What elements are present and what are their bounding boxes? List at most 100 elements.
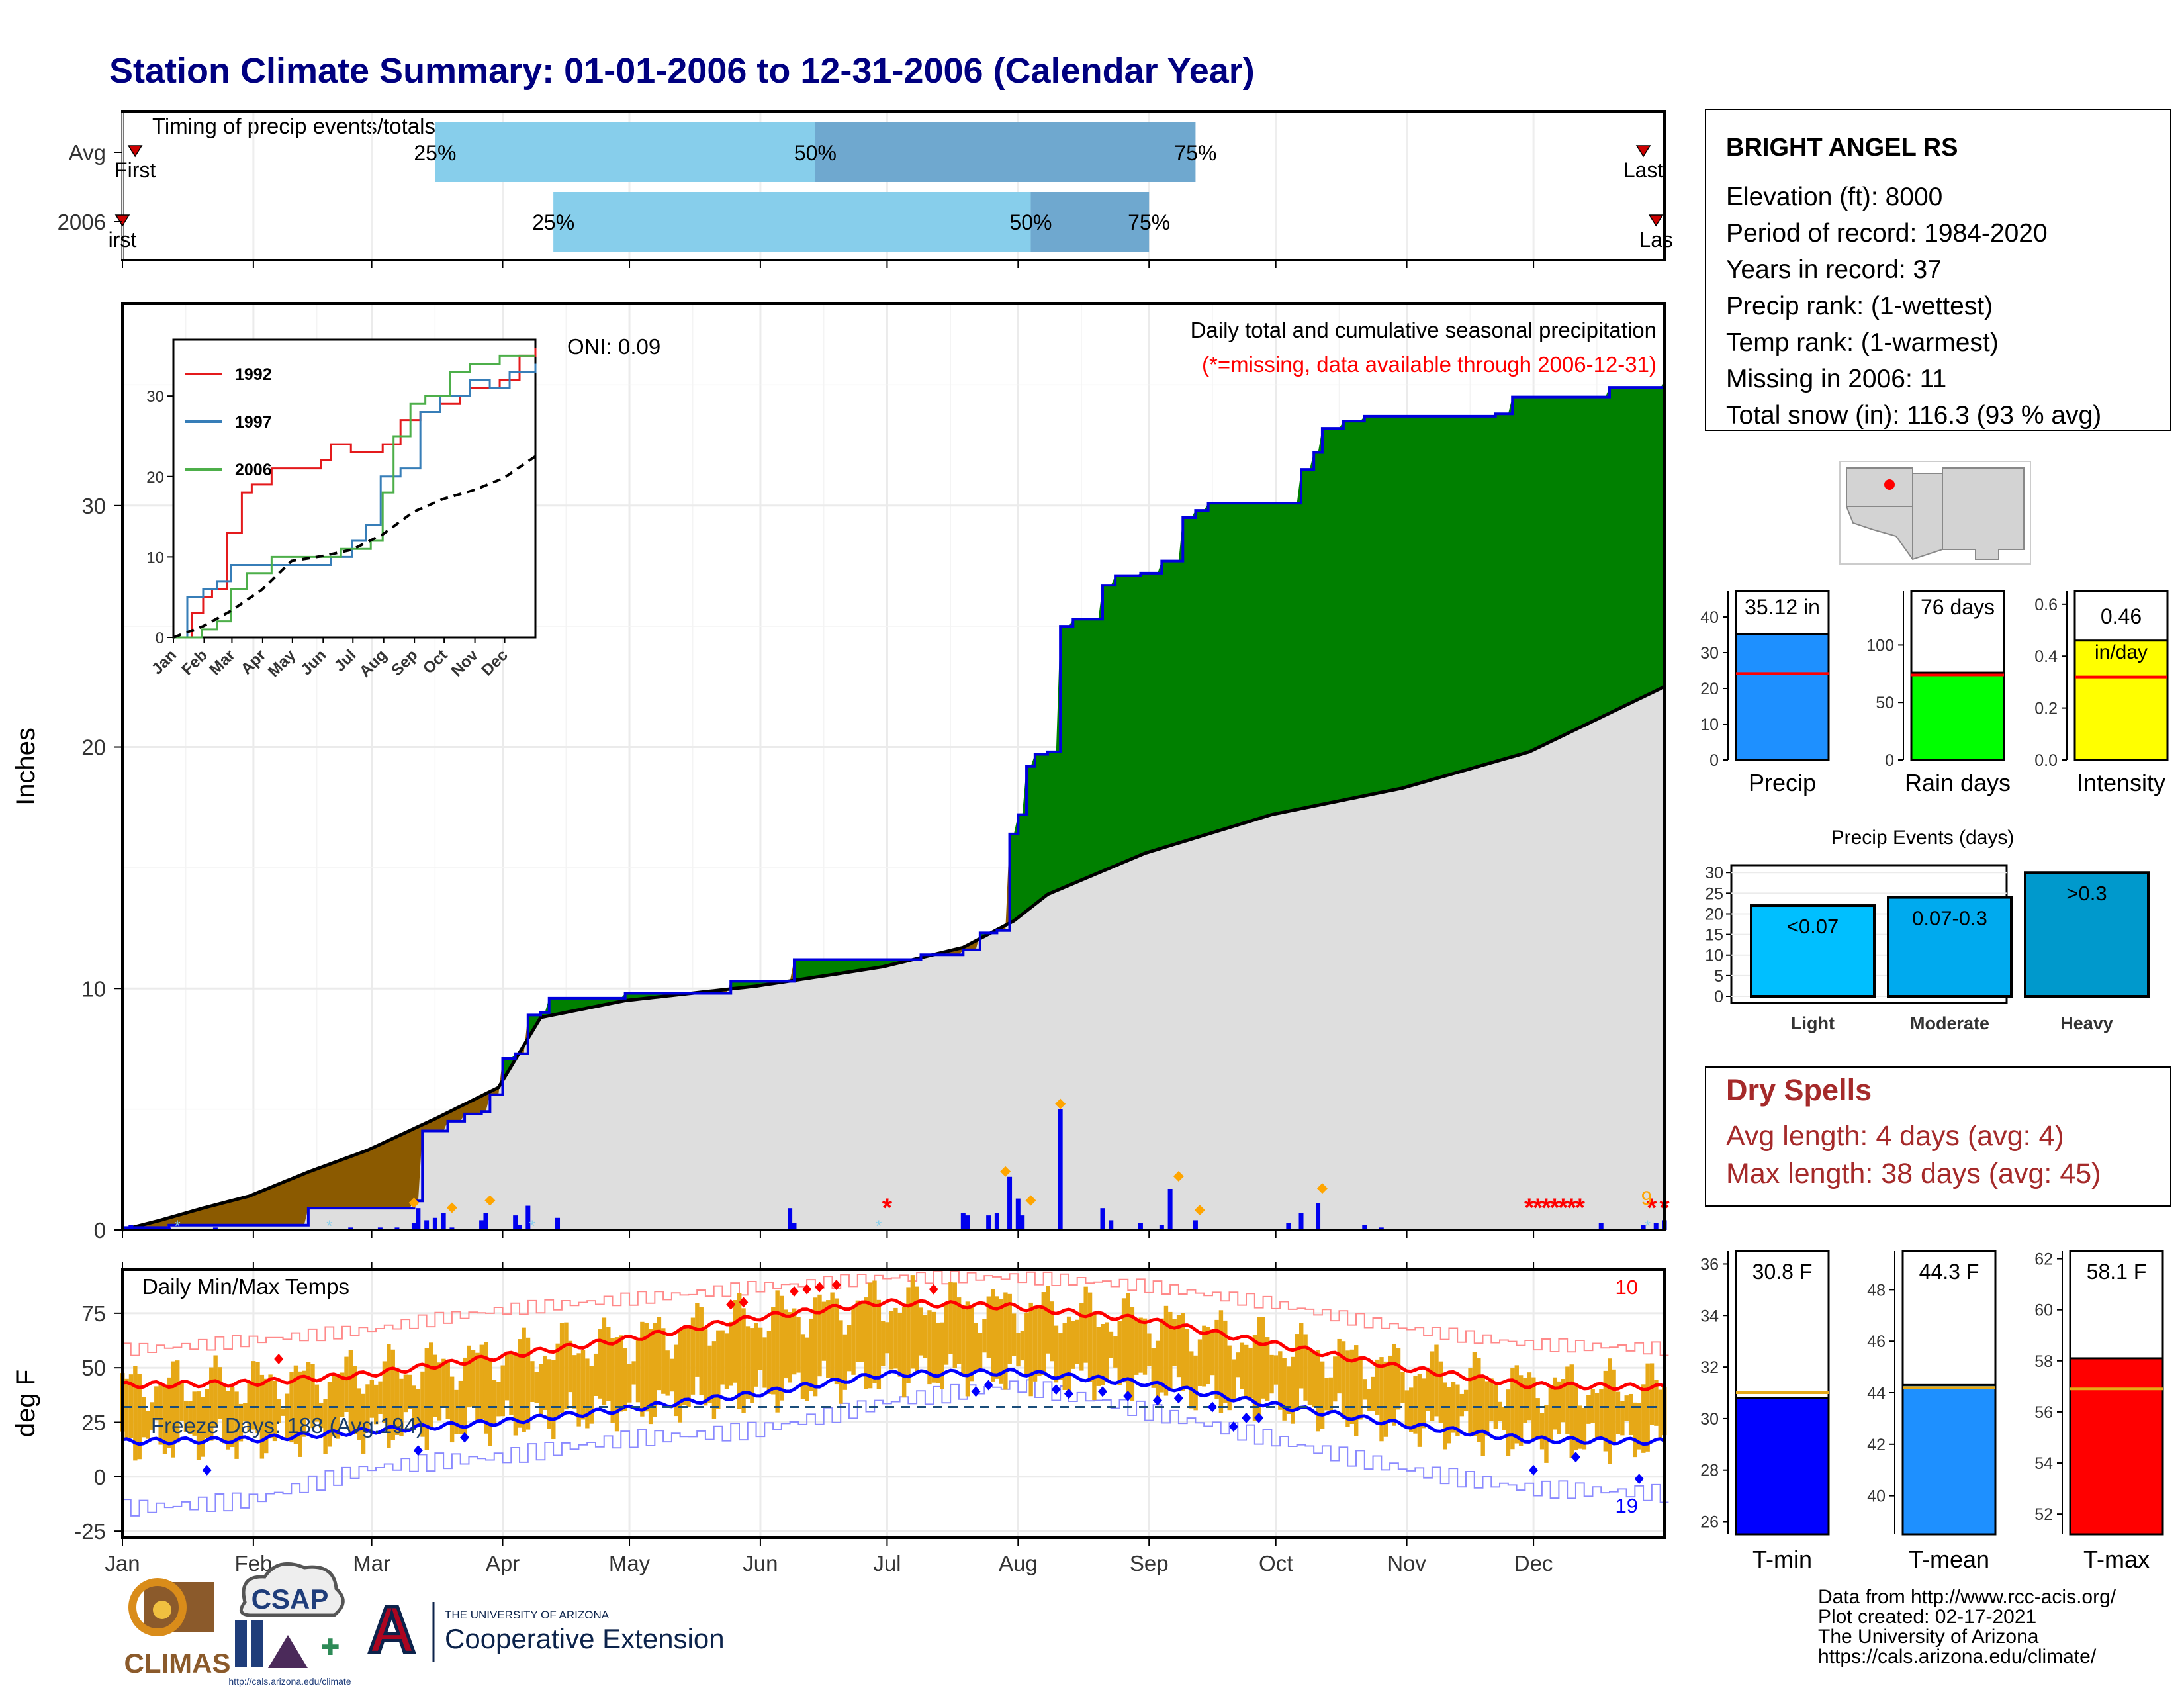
daily-precip-bar [432,1217,437,1230]
daily-temp-bar [518,1339,522,1428]
daily-temp-bar [927,1310,932,1385]
daily-temp-bar [792,1308,797,1375]
daily-temp-bar [614,1337,619,1432]
daily-temp-bar [564,1322,569,1410]
daily-temp-bar [449,1376,455,1443]
daily-temp-bar [1054,1325,1059,1383]
station-line-precip-rank: Precip rank: (1-wettest) [1726,292,1993,320]
daily-temp-bar [1155,1340,1160,1405]
daily-temp-bar [403,1374,408,1413]
tmean-y-tick-label: 32 [1700,1358,1719,1377]
snow-day-marker: * [529,1217,535,1235]
daily-temp-bar [940,1322,944,1389]
missing-day-marker: * [1524,1194,1535,1223]
timing-pct-label: 75% [1174,141,1216,165]
record-min-marker [1254,1412,1264,1423]
daily-temp-bar [1206,1327,1210,1385]
daily-temp-bar [1227,1345,1232,1411]
precip-y-tick-label: 20 [81,735,106,760]
daily-temp-bar [1434,1344,1439,1417]
temp-y-tick-label: 0 [94,1465,106,1489]
daily-temp-bar [1404,1390,1410,1429]
precip-frame [121,302,1666,1231]
daily-temp-bar [568,1340,573,1393]
daily-temp-bar [509,1354,514,1415]
daily-temp-bar [970,1305,974,1382]
daily-temp-bar [758,1327,763,1370]
tmean-bar-t-min [1735,1397,1830,1536]
total-bar-precip [1735,633,1830,761]
daily-temp-bar [1312,1351,1316,1407]
daily-temp-bar [226,1391,230,1450]
daily-temp-bar [657,1317,662,1391]
total-y-tick-label: 0 [1709,751,1719,770]
daily-temp-bar [1240,1342,1245,1389]
record-max-marker [789,1286,799,1297]
climas-logo[interactable]: CLIMAS [124,1578,231,1679]
daily-temp-bar [1367,1389,1371,1411]
daily-precip-bar [960,1213,966,1230]
events-y-tick-label: 15 [1705,926,1723,945]
daily-temp-bar [1362,1379,1367,1400]
temp-frame [121,1268,1666,1539]
daily-precip-bar [1286,1223,1291,1230]
daily-temp-bar [217,1367,222,1419]
daily-temp-bar [1396,1348,1401,1410]
daily-temp-bar [1472,1352,1477,1436]
daily-temp-bar [272,1380,277,1442]
record-min-marker [1173,1393,1183,1404]
daily-temp-bar [1506,1389,1511,1456]
daily-temp-bar [559,1323,565,1414]
daily-temp-bar [1324,1378,1329,1411]
daily-temp-bar [1075,1319,1080,1364]
ua-cooperative-extension-logo[interactable]: A THE UNIVERSITY OF ARIZONA Cooperative … [366,1591,725,1669]
daily-temp-bar [353,1366,357,1434]
daily-temp-bar [340,1372,345,1418]
daily-temp-bar [1096,1327,1101,1386]
events-y-tick-label: 20 [1705,905,1723,923]
daily-temp-bar [846,1325,852,1372]
tmean-y-tick-label: 56 [2034,1403,2053,1422]
average-cumulative-line [122,685,1666,1232]
record-min-marker [460,1432,470,1443]
daily-temp-bar [674,1344,678,1417]
ua-a-logo: A [368,1593,416,1667]
footer-credits: Data from http://www.rcc-acis.org/ Plot … [1818,1586,2116,1667]
month-axis: Jan Feb Mar Apr May Jun Jul Aug Sep Oct Nov Dec [105,1262,1553,1575]
daily-temp-bar [919,1307,923,1356]
tmean-bar-t-max [2069,1357,2164,1536]
daily-temp-bar [492,1380,497,1424]
daily-temp-bar [1320,1361,1325,1429]
last-event-label: Las [1639,228,1673,252]
month-label: Dec [1514,1551,1553,1575]
csap-plant-icon: ✚ [321,1635,340,1660]
precip-y-axis: 0 10 20 30 [81,260,1535,1243]
missing-day-marker: * [882,1194,893,1223]
total-y-tick-label: 20 [1700,680,1719,698]
daily-temp-bar [179,1380,184,1421]
daily-temp-bar [348,1350,353,1434]
daily-temp-bar [1265,1337,1270,1401]
daily-temp-bar [306,1362,311,1420]
daily-temp-bar [441,1358,446,1407]
temp-y-tick-label: 25 [81,1410,106,1434]
events-category-label: Moderate [1910,1013,1989,1033]
record-min-marker [983,1380,993,1391]
tmean-y-tick-label: 30 [1700,1410,1719,1429]
total-y-tick-label: 100 [1866,636,1894,655]
tmean-y-tick-label: 44 [1867,1384,1886,1403]
daily-precip-bar [1159,1225,1164,1230]
events-bar-moderate [1887,896,2013,998]
csap-logo[interactable]: CSAP ✚ http://cals.arizona.edu/climate [228,1562,351,1687]
record-max-marker [739,1297,749,1308]
daily-temp-bar [1590,1389,1595,1423]
daily-precip-bar [1007,1176,1013,1230]
heavy-event-marker [1194,1205,1205,1216]
daily-temp-bar [408,1374,412,1409]
daily-temp-bar [158,1383,163,1445]
daily-temp-bar [961,1305,966,1376]
daily-temp-bar [876,1299,882,1389]
daily-temp-bar [720,1330,725,1385]
daily-temp-bar [944,1302,949,1365]
daily-temp-bar [1468,1368,1473,1435]
